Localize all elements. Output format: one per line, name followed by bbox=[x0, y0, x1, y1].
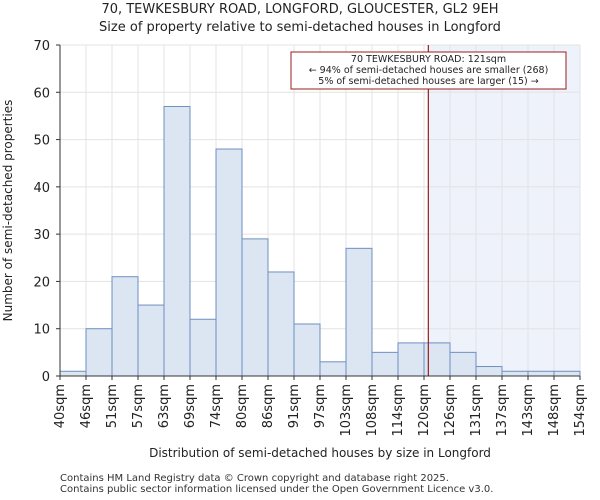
chart-title: 70, TEWKESBURY ROAD, LONGFORD, GLOUCESTE… bbox=[101, 2, 499, 17]
axes bbox=[56, 44, 581, 380]
annotation-line-1: 70 TEWKESBURY ROAD: 121sqm bbox=[351, 54, 506, 65]
x-tick-label: 120sqm bbox=[417, 384, 432, 437]
x-tick-label: 91sqm bbox=[287, 384, 302, 428]
bar-137sqm bbox=[501, 370, 529, 377]
bar-51sqm bbox=[111, 276, 139, 377]
bar-46sqm bbox=[85, 328, 113, 377]
y-tick-label: 20 bbox=[33, 275, 50, 290]
x-tick-label: 46sqm bbox=[79, 384, 94, 428]
bar-131sqm bbox=[475, 366, 503, 377]
annotation-line-2: ← 94% of semi-detached houses are smalle… bbox=[309, 65, 549, 76]
y-axis-label: Number of semi-detached properties bbox=[1, 100, 15, 322]
bar-69sqm bbox=[189, 318, 217, 377]
bar-86sqm bbox=[267, 271, 295, 377]
histogram-chart: 70 TEWKESBURY ROAD: 121sqm ← 94% of semi… bbox=[1, 39, 588, 460]
bar-63sqm bbox=[163, 105, 191, 377]
x-tick-label: 103sqm bbox=[339, 384, 354, 437]
y-tick-label: 10 bbox=[33, 323, 50, 338]
bar-57sqm bbox=[137, 304, 165, 377]
x-tick-label: 114sqm bbox=[391, 384, 406, 437]
bar-148sqm bbox=[553, 370, 581, 377]
x-tick-label: 63sqm bbox=[157, 384, 172, 428]
x-tick-label: 40sqm bbox=[53, 384, 68, 428]
x-tick-label: 74sqm bbox=[209, 384, 224, 428]
y-tick-label: 60 bbox=[33, 86, 50, 101]
bar-91sqm bbox=[293, 323, 321, 377]
x-tick-label: 148sqm bbox=[547, 384, 562, 437]
y-tick-label: 30 bbox=[33, 228, 50, 243]
x-tick-label: 108sqm bbox=[365, 384, 380, 437]
y-tick-labels: 0 10 20 30 40 50 60 70 bbox=[33, 39, 50, 385]
bar-108sqm bbox=[371, 351, 399, 377]
bar-143sqm bbox=[527, 370, 555, 377]
x-tick-label: 51sqm bbox=[105, 384, 120, 428]
x-tick-label: 131sqm bbox=[469, 384, 484, 437]
x-tick-label: 143sqm bbox=[521, 384, 536, 437]
y-tick-label: 50 bbox=[33, 134, 50, 149]
bar-80sqm bbox=[241, 238, 269, 377]
x-tick-labels: 40sqm 46sqm 51sqm 57sqm 63sqm 69sqm 74sqm 80sqm… bbox=[53, 384, 588, 437]
x-tick-label: 154sqm bbox=[573, 384, 588, 437]
y-tick-label: 0 bbox=[42, 370, 50, 385]
bar-97sqm bbox=[319, 361, 347, 377]
x-tick-label: 80sqm bbox=[235, 384, 250, 428]
chart-subtitle: Size of property relative to semi-detach… bbox=[99, 20, 501, 35]
x-tick-label: 126sqm bbox=[443, 384, 458, 437]
x-tick-label: 137sqm bbox=[495, 384, 510, 437]
bars bbox=[59, 105, 581, 377]
bar-126sqm bbox=[449, 351, 477, 377]
footer-copyright: Contains HM Land Registry data © Crown c… bbox=[60, 473, 449, 484]
bar-40sqm bbox=[59, 370, 87, 377]
y-gridlines bbox=[59, 44, 581, 377]
bar-103sqm bbox=[345, 247, 373, 377]
larger-region-highlight bbox=[428, 45, 580, 376]
annotation-line-3: 5% of semi-detached houses are larger (1… bbox=[318, 76, 538, 87]
x-axis-label: Distribution of semi-detached houses by … bbox=[149, 446, 491, 460]
annotation-box bbox=[290, 51, 567, 90]
bar-74sqm bbox=[215, 148, 243, 377]
bar-114sqm bbox=[397, 342, 425, 377]
footer-licence: Contains public sector information licen… bbox=[60, 484, 494, 495]
x-tick-label: 86sqm bbox=[261, 384, 276, 428]
y-tick-label: 70 bbox=[33, 39, 50, 54]
x-tick-label: 57sqm bbox=[131, 384, 146, 428]
x-tick-label: 69sqm bbox=[183, 384, 198, 428]
marker-annotation: 70 TEWKESBURY ROAD: 121sqm ← 94% of semi… bbox=[290, 51, 567, 90]
x-tick-label: 97sqm bbox=[313, 384, 328, 428]
y-tick-label: 40 bbox=[33, 181, 50, 196]
